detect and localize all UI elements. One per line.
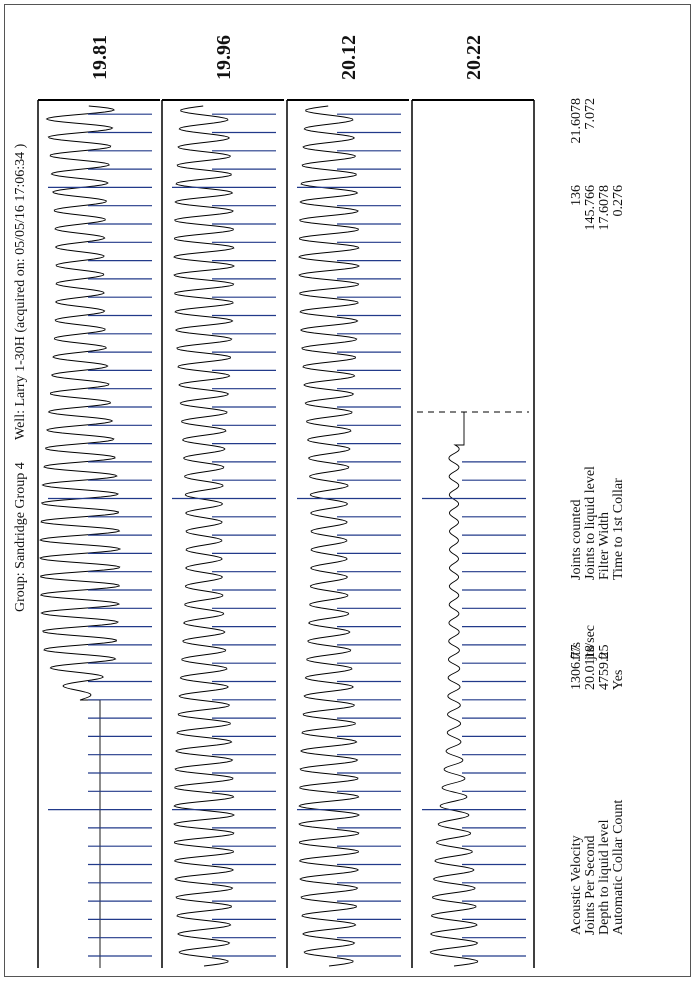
panel-label: 19.81 xyxy=(89,35,111,80)
stat-value: 145.766 xyxy=(583,185,598,231)
stat-extra: 21.6078 xyxy=(569,98,584,144)
panel-label: 20.12 xyxy=(338,35,360,80)
stat-extra: 7.072 xyxy=(583,98,598,130)
panel-label: 20.22 xyxy=(463,35,485,80)
panel-label: 19.96 xyxy=(213,35,235,80)
stat-value: 17.6078 xyxy=(597,185,612,231)
waveform xyxy=(39,105,122,968)
stat-label: Depth to liquid level xyxy=(597,819,612,935)
stat-label: Automatic Collar Count xyxy=(611,800,626,935)
stat-value: 136 xyxy=(569,185,584,206)
stat-label: Acoustic Velocity xyxy=(569,835,584,935)
stat-unit: ft/s xyxy=(569,642,584,660)
stat-value: 1306.77 xyxy=(569,645,584,691)
stat-unit: jts/sec xyxy=(583,625,598,661)
stat-unit: ft xyxy=(597,651,612,660)
stat-value: 4759.25 xyxy=(597,645,612,691)
stat-label: Joints Per Second xyxy=(583,835,598,935)
stat-label: Time to 1st Collar xyxy=(611,478,626,580)
waveform xyxy=(429,412,479,967)
stat-value: Yes xyxy=(611,670,626,690)
stat-label: Filter Width xyxy=(597,512,612,580)
stat-value: 20.0118 xyxy=(583,645,598,690)
waveform xyxy=(298,105,360,967)
group-label: Group: Sandridge Group 4 xyxy=(13,462,28,612)
waveform xyxy=(173,105,235,967)
well-label: Well: Larry 1-30H (acquired on: 05/05/16… xyxy=(13,143,28,440)
stat-value: 0.276 xyxy=(611,185,626,217)
stat-label: Joints counted xyxy=(569,500,584,581)
page-border xyxy=(4,4,691,977)
stat-label: Joints to liquid level xyxy=(583,466,598,580)
